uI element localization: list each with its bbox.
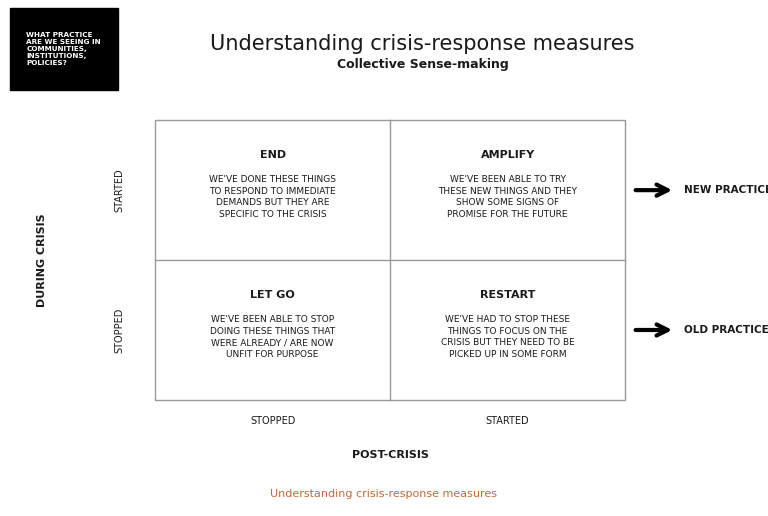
Bar	[155, 120, 625, 400]
Text: Understanding crisis-response measures: Understanding crisis-response measures	[210, 34, 634, 54]
Text: STARTED: STARTED	[114, 168, 124, 212]
Text: WE'VE BEEN ABLE TO STOP
DOING THESE THINGS THAT
WERE ALREADY / ARE NOW
UNFIT FOR: WE'VE BEEN ABLE TO STOP DOING THESE THIN…	[210, 315, 335, 359]
Text: WE'VE HAD TO STOP THESE
THINGS TO FOCUS ON THE
CRISIS BUT THEY NEED TO BE
PICKED: WE'VE HAD TO STOP THESE THINGS TO FOCUS …	[441, 315, 574, 359]
Text: NEW PRACTICE: NEW PRACTICE	[684, 185, 768, 195]
Text: POST-CRISIS: POST-CRISIS	[352, 450, 429, 460]
Text: WE'VE DONE THESE THINGS
TO RESPOND TO IMMEDIATE
DEMANDS BUT THEY ARE
SPECIFIC TO: WE'VE DONE THESE THINGS TO RESPOND TO IM…	[209, 175, 336, 219]
Text: OLD PRACTICE: OLD PRACTICE	[684, 325, 768, 335]
Text: END: END	[260, 150, 286, 160]
Text: WHAT PRACTICE
ARE WE SEEING IN
COMMUNITIES,
INSTITUTIONS,
POLICIES?: WHAT PRACTICE ARE WE SEEING IN COMMUNITI…	[26, 32, 101, 66]
Text: AMPLIFY: AMPLIFY	[481, 150, 535, 160]
Text: STOPPED: STOPPED	[250, 415, 296, 426]
Text: Collective Sense-making: Collective Sense-making	[336, 58, 508, 71]
Text: Understanding crisis-response measures: Understanding crisis-response measures	[270, 489, 498, 499]
Text: DURING CRISIS: DURING CRISIS	[37, 213, 48, 307]
Text: STOPPED: STOPPED	[114, 308, 124, 352]
Text: WE'VE BEEN ABLE TO TRY
THESE NEW THINGS AND THEY
SHOW SOME SIGNS OF
PROMISE FOR : WE'VE BEEN ABLE TO TRY THESE NEW THINGS …	[439, 175, 577, 219]
Text: LET GO: LET GO	[250, 290, 295, 300]
Text: RESTART: RESTART	[480, 290, 535, 300]
Text: STARTED: STARTED	[486, 415, 529, 426]
